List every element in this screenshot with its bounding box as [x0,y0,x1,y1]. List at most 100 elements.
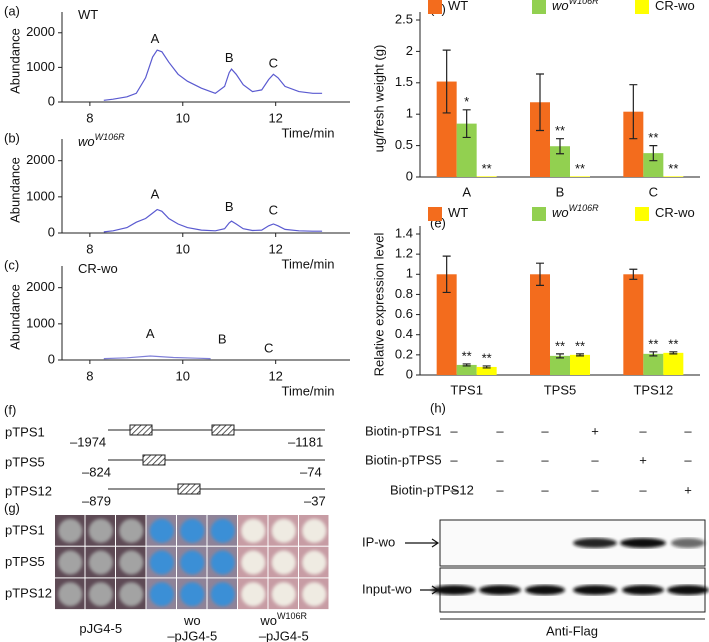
colony [149,518,174,543]
error-bar [556,353,564,359]
legend-swatch [428,0,442,14]
band [573,538,617,548]
x-tick-label: 10 [176,110,190,125]
bar [476,176,497,177]
band [479,585,521,595]
bar [550,355,570,375]
sign: + [591,423,599,438]
panel-label: (h) [430,400,446,415]
y-tick-label: 2000 [26,152,55,167]
legend-label-sup: W106R [569,0,600,6]
binding-site [129,424,153,436]
y-tick-label: 1 [406,266,413,281]
x-tick-label: 8 [86,110,93,125]
sign: – [496,482,504,497]
significance-label: ** [482,350,492,365]
x-tick-label: 8 [86,368,93,383]
bar [663,176,684,177]
arrow [405,538,440,548]
colony [210,582,235,607]
x-tick-label: 12 [268,241,282,256]
bar [530,102,550,177]
significance-label: ** [668,336,678,351]
colony [180,518,205,543]
sign: – [541,423,549,438]
sign: – [591,452,599,467]
x-tick-label: B [556,184,565,199]
significance-label: ** [575,161,585,176]
sign: – [496,452,504,467]
error-bar [576,353,584,357]
panel-label: (f) [4,402,16,417]
colony [271,550,296,575]
legend-swatch [635,207,649,221]
panel-label: (a) [4,3,20,18]
colony [88,518,113,543]
colony [58,518,83,543]
peak-label: C [269,203,278,218]
error-bar [442,49,451,114]
colony [241,518,266,543]
x-tick-label: C [649,184,658,199]
group-label-line2: –pJG4-5 [259,628,309,642]
blot-label: Input-wo [362,581,412,596]
sign: + [684,482,692,497]
blot-label: IP-wo [362,534,395,549]
colony [119,550,144,575]
promoter-end: –1181 [288,434,323,449]
sign: – [639,423,647,438]
y-axis-label: Abundance [7,157,22,223]
significance-label: ** [575,338,585,353]
error-bar [462,109,471,139]
bar [570,176,590,177]
legend-label-main: WT [448,0,468,13]
sign: – [591,482,599,497]
y-tick-label: 2000 [26,24,55,39]
colony [58,550,83,575]
y-tick-label: 0 [48,351,55,366]
group-label-main: wo [183,613,201,628]
legend-label-main: wo [552,0,569,13]
y-axis-label: ug/fresh weight (g) [371,45,386,153]
arrow [420,585,440,595]
legend-label-main: CR-wo [655,205,695,220]
group-label-main: wo [259,613,277,628]
row-label: pTPS5 [5,554,45,569]
band [622,585,664,595]
peak-label: A [151,186,160,201]
y-tick-label: 1.4 [395,225,413,240]
x-tick-label: 8 [86,241,93,256]
significance-label: ** [648,336,658,351]
sign: – [450,423,458,438]
y-tick-label: 0 [48,93,55,108]
trace [103,208,323,233]
colony [302,550,327,575]
colony [302,582,327,607]
significance-label: * [464,94,469,109]
bar [623,274,644,375]
significance-label: ** [555,338,565,353]
sign: – [496,423,504,438]
peak-label: B [225,50,234,65]
bar [530,274,550,375]
legend-label-main: CR-wo [655,0,695,13]
colony [210,518,235,543]
binding-site [177,483,201,495]
promoter-name: pTPS5 [5,454,45,469]
promoter-name: pTPS12 [5,483,52,498]
x-tick-label: 12 [268,368,282,383]
significance-label: ** [482,161,492,176]
colony [119,582,144,607]
error-bar [629,84,638,140]
band [620,538,666,548]
error-bar [649,351,658,357]
y-tick-label: 0.6 [395,306,413,321]
y-tick-label: 1000 [26,59,55,74]
sign: + [639,452,647,467]
legend-swatch [428,207,442,221]
x-axis-label: Time/min [282,125,335,140]
y-tick-label: 1000 [26,188,55,203]
legend-swatch [635,0,649,14]
colony [180,550,205,575]
colony [302,518,327,543]
